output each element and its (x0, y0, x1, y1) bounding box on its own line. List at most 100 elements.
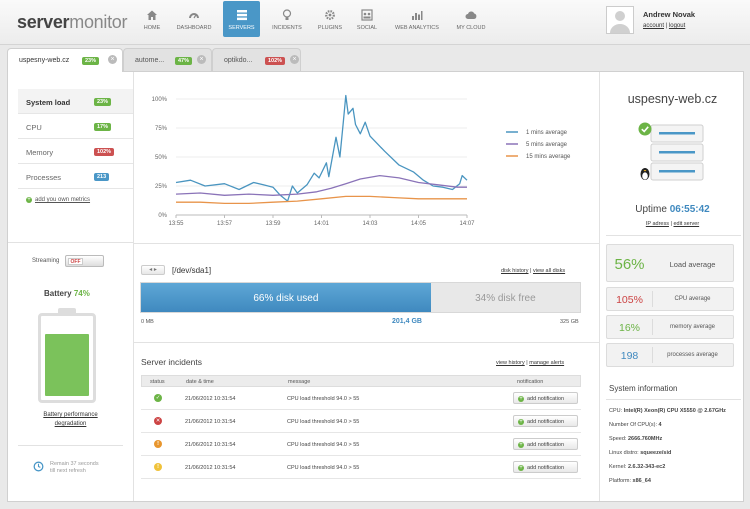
divider (599, 72, 600, 501)
status-notice-icon: ! (154, 463, 162, 471)
divider (8, 242, 133, 243)
series-line-1 (175, 94, 468, 202)
battery-label: Battery (44, 289, 72, 298)
metric-memory[interactable]: Memory 102% (18, 139, 133, 164)
metric-label: Memory (26, 148, 54, 157)
analytics-icon (412, 11, 423, 20)
battery-link-line2: degradation (54, 421, 87, 427)
nav-social[interactable]: SOCIAL (353, 0, 381, 38)
nav-label: INCIDENTS (272, 25, 302, 31)
series-line-3 (176, 195, 467, 205)
memory-average-box: 16% memory average (606, 315, 734, 339)
legend-label: 5 mins average (526, 142, 568, 148)
edit-server-link[interactable]: edit server (673, 221, 700, 227)
processes-average-box: 198 processes average (606, 343, 734, 367)
incident-datetime: 21/06/2012 10:31:54 (185, 419, 236, 425)
y-tick-label: 0% (158, 213, 167, 219)
nav-servers[interactable]: SERVERS (223, 1, 260, 37)
clock-refresh-icon (33, 461, 44, 472)
add-notification-button[interactable]: + add notification (513, 461, 578, 473)
add-metric-label: add you own metrics (35, 197, 91, 203)
server-name: uspesny-web.cz (627, 92, 718, 106)
logo-part2: monitor (69, 12, 128, 32)
battery-degradation-link[interactable]: Battery performance degradation (8, 411, 133, 429)
incident-datetime: 21/06/2012 10:31:54 (185, 442, 236, 448)
disk-history-link[interactable]: disk history (501, 268, 529, 274)
view-all-disks-link[interactable]: view all disks (533, 268, 566, 274)
uptime-value: 06:55:42 (669, 204, 710, 215)
x-tick-label: 13:59 (265, 221, 281, 227)
x-tick-label: 13:57 (217, 221, 233, 227)
user-silhouette-icon (610, 11, 630, 33)
sysinfo-label: Speed: (609, 436, 627, 442)
metric-cpu[interactable]: CPU 17% (18, 114, 133, 139)
y-tick-label: 25% (155, 184, 168, 190)
metric-label: System load (26, 98, 71, 107)
view-history-link[interactable]: view history (496, 360, 525, 366)
metrics-list: System load 23% CPU 17% Memory 102% Proc… (18, 89, 133, 189)
uptime: Uptime 06:55:42 (600, 204, 745, 215)
logout-link[interactable]: logout (668, 23, 686, 29)
tab-optikdo[interactable]: optikdo... 102% × (212, 48, 301, 71)
app-logo[interactable]: servermonitor (17, 12, 127, 33)
next-arrow-icon[interactable]: ▸ (153, 267, 157, 273)
nav-my-cloud[interactable]: MY CLOUD (453, 0, 489, 38)
incident-message: CPU load threshold 94.0 > 55 (287, 396, 360, 402)
stat-separator (652, 319, 653, 335)
tab-uspesny-web[interactable]: uspesny-web.cz 23% × (7, 48, 123, 72)
disk-pager[interactable]: ◂ ▸ (141, 265, 165, 275)
status-ok-icon: ✓ (154, 394, 162, 402)
account-link[interactable]: account (643, 23, 665, 29)
servers-icon (236, 10, 247, 21)
add-notification-button[interactable]: + add notification (513, 415, 578, 427)
nav-web-analytics[interactable]: WEB ANALYTICS (392, 0, 442, 38)
logo-part1: server (17, 12, 70, 32)
add-notification-label: add notification (527, 396, 564, 402)
disk-max: 325 GB (560, 319, 579, 325)
link-separator: | (530, 268, 532, 274)
ip-address-link[interactable]: IP adress (645, 221, 669, 227)
link-separator: | (670, 221, 672, 227)
plus-icon: + (26, 197, 32, 203)
nav-label: WEB ANALYTICS (395, 25, 439, 31)
nav-home[interactable]: HOME (140, 0, 164, 38)
metric-processes[interactable]: Processes 213 (18, 164, 133, 189)
tab-autome[interactable]: autome... 47% × (123, 48, 212, 71)
disk-used-fill (141, 283, 431, 312)
incidents-title: Server incidents (141, 357, 202, 367)
close-icon[interactable]: × (108, 55, 117, 64)
incident-datetime: 21/06/2012 10:31:54 (185, 396, 236, 402)
streaming-toggle[interactable]: OFF (65, 255, 104, 267)
sysinfo-cpu-count: Number Of CPU(s): 4 (609, 422, 662, 428)
disk-usage-bar: 66% disk used 34% disk free (140, 282, 581, 313)
manage-alerts-link[interactable]: manage alerts (529, 360, 565, 366)
x-tick-label: 14:03 (362, 221, 378, 227)
sysinfo-label: CPU: (609, 408, 623, 414)
tab-badge: 47% (175, 57, 193, 65)
close-icon[interactable]: × (290, 55, 299, 64)
prev-arrow-icon[interactable]: ◂ (149, 267, 153, 273)
divider (18, 445, 123, 446)
status-error-icon: ✕ (154, 417, 162, 425)
table-row: ✕ 21/06/2012 10:31:54 CPU load threshold 9… (141, 410, 581, 433)
nav-dashboard[interactable]: DASHBOARD (174, 0, 214, 38)
tab-label: uspesny-web.cz (19, 57, 70, 64)
nav-plugins[interactable]: PLUGINS (314, 0, 346, 38)
y-tick-label: 75% (155, 126, 168, 132)
metric-system-load[interactable]: System load 23% (18, 89, 133, 114)
tab-label: optikdo... (224, 57, 253, 64)
cloud-icon (465, 11, 477, 19)
stat-label: CPU average (674, 296, 711, 302)
add-metric-link[interactable]: + add you own metrics (26, 197, 90, 203)
server-illustration (638, 122, 704, 181)
close-icon[interactable]: × (197, 55, 206, 64)
nav-incidents[interactable]: INCIDENTS (268, 0, 306, 38)
add-notification-button[interactable]: + add notification (513, 438, 578, 450)
plus-icon: + (518, 464, 524, 471)
disk-min: 0 MB (141, 319, 154, 325)
top-header: servermonitor HOME DASHBOARD SERVERS INC… (0, 0, 750, 45)
sysinfo-kernel: Kernel: 2.6.32-343-ec2 (609, 464, 665, 470)
y-tick-label: 50% (155, 155, 168, 161)
add-notification-button[interactable]: + add notification (513, 392, 578, 404)
avatar[interactable] (606, 6, 634, 34)
